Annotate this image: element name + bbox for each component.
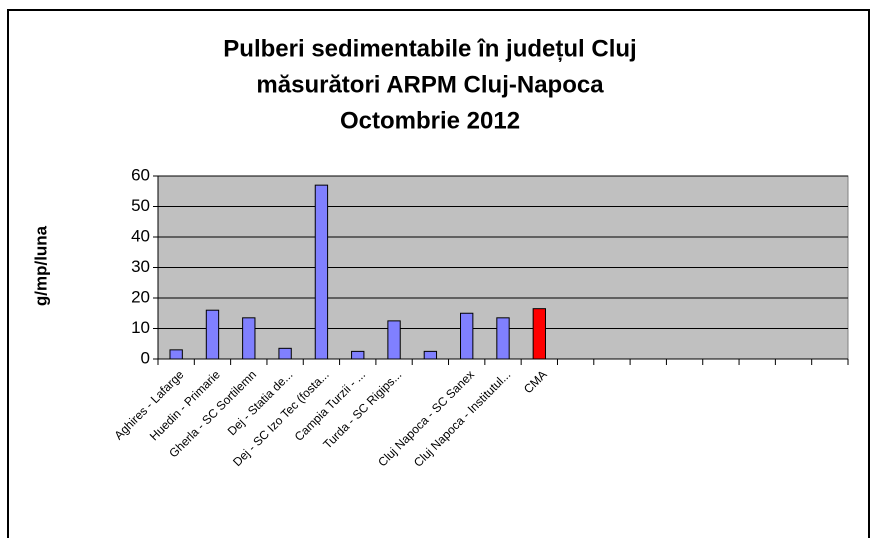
bar	[532, 308, 546, 360]
y-tick-label: 50	[131, 196, 150, 215]
chart-title: măsurători ARPM Cluj-Napoca	[256, 71, 604, 98]
chart-title: Pulberi sedimentabile în județul Cluj	[223, 35, 636, 62]
y-tick-label: 0	[141, 348, 150, 367]
bar	[278, 347, 292, 360]
bar	[205, 309, 220, 360]
y-tick-label: 10	[131, 318, 150, 337]
chart-title: Octombrie 2012	[340, 107, 520, 134]
frame	[7, 9, 870, 538]
x-tick-label: Dej - Statia de...	[225, 367, 296, 438]
bar	[351, 350, 365, 360]
bar	[496, 317, 510, 360]
y-tick-label: 20	[131, 287, 150, 306]
y-axis-label: g/mp/luna	[31, 225, 50, 306]
bar	[169, 349, 183, 360]
bar	[314, 184, 329, 360]
bar	[242, 317, 256, 360]
y-tick-label: 30	[131, 257, 150, 276]
bar	[460, 312, 474, 360]
bar	[387, 320, 401, 360]
y-tick-label: 60	[131, 165, 150, 184]
x-tick-label: CMA	[521, 367, 550, 396]
y-tick-label: 40	[131, 226, 150, 245]
bar	[423, 350, 438, 360]
